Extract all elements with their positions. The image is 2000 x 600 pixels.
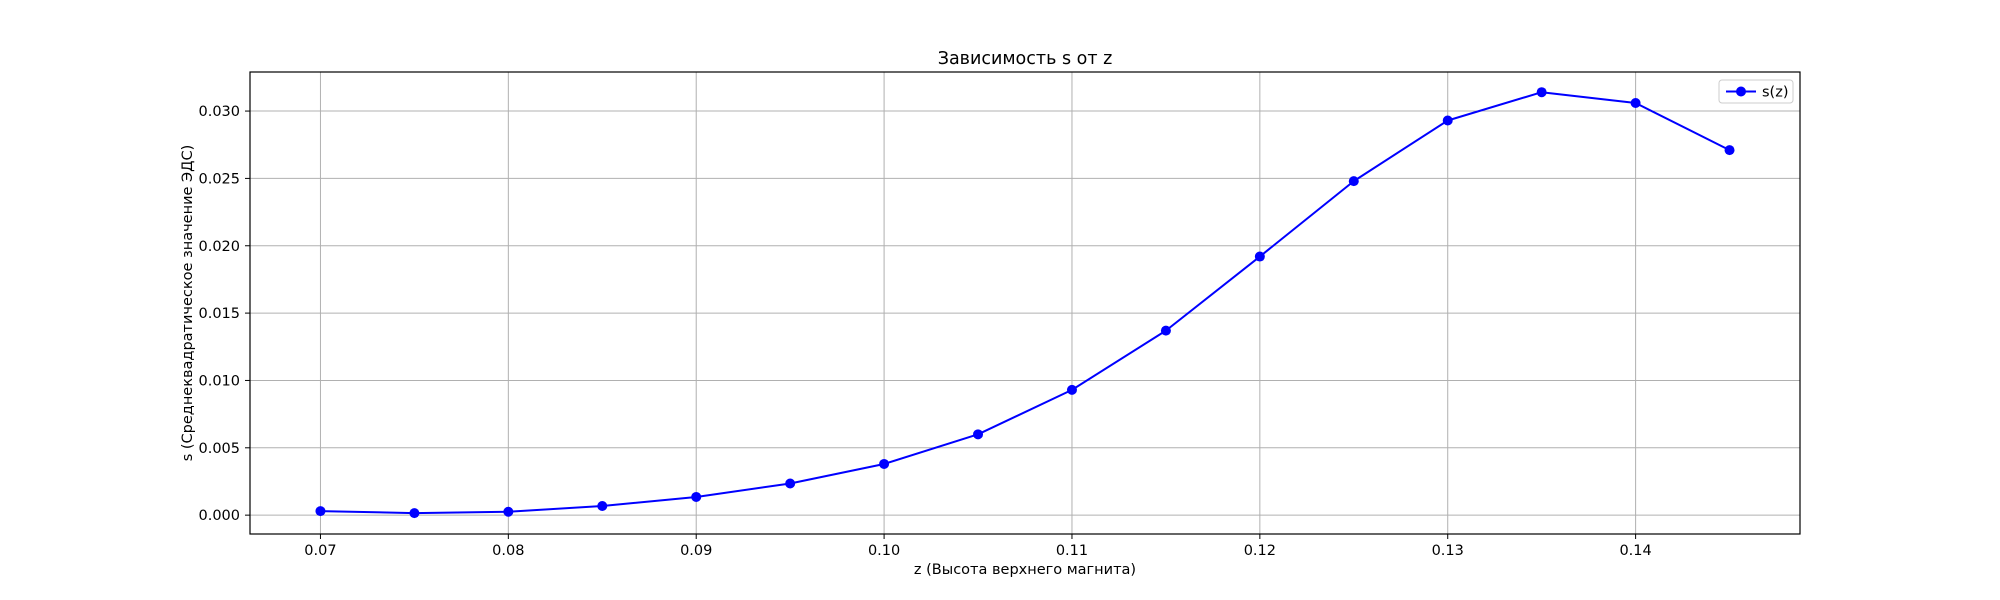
y-tick-label: 0.020 bbox=[198, 239, 240, 255]
data-point bbox=[879, 458, 890, 469]
x-tick-label: 0.10 bbox=[868, 543, 900, 559]
x-axis-label: z (Высота верхнего магнита) bbox=[914, 562, 1136, 578]
y-tick-label: 0.015 bbox=[198, 306, 240, 322]
data-point bbox=[1254, 251, 1265, 262]
data-point bbox=[1348, 176, 1359, 187]
chart-title: Зависимость s от z bbox=[938, 49, 1113, 69]
data-point bbox=[691, 491, 702, 502]
axis-ticks: 0.07 0.08 0.09 0.10 0.11 0.12 0.13 0.14 0.000 0.0… bbox=[198, 104, 1651, 559]
data-point bbox=[1724, 145, 1735, 156]
data-point bbox=[1630, 97, 1641, 108]
x-tick-label: 0.09 bbox=[680, 543, 712, 559]
x-tick-label: 0.07 bbox=[304, 543, 336, 559]
legend-label: s(z) bbox=[1762, 85, 1788, 101]
data-point bbox=[1442, 115, 1453, 126]
y-tick-label: 0.005 bbox=[198, 441, 240, 457]
data-point bbox=[597, 500, 608, 511]
y-tick-label: 0.030 bbox=[198, 104, 240, 120]
data-point bbox=[1536, 87, 1547, 98]
y-axis-label: s (Среднеквадратическое значение ЭДС) bbox=[180, 145, 196, 462]
data-point bbox=[1066, 384, 1077, 395]
y-tick-label: 0.025 bbox=[198, 171, 240, 187]
data-point bbox=[409, 508, 420, 519]
data-point bbox=[1160, 325, 1171, 336]
series-layer bbox=[315, 87, 1735, 519]
plot-area-frame bbox=[249, 71, 1801, 535]
series-line bbox=[320, 91, 1730, 515]
grid bbox=[250, 72, 1800, 534]
data-point bbox=[785, 478, 796, 489]
x-tick-label: 0.13 bbox=[1432, 543, 1464, 559]
data-point bbox=[315, 506, 326, 517]
x-tick-label: 0.14 bbox=[1619, 543, 1651, 559]
y-tick-label: 0.010 bbox=[198, 373, 240, 389]
legend-marker bbox=[1736, 86, 1746, 97]
x-tick-label: 0.11 bbox=[1056, 543, 1088, 559]
x-tick-label: 0.12 bbox=[1244, 543, 1276, 559]
data-point bbox=[503, 506, 514, 517]
legend: s(z) bbox=[1718, 79, 1794, 104]
data-point bbox=[973, 429, 984, 440]
y-tick-label: 0.000 bbox=[198, 508, 240, 524]
x-tick-label: 0.08 bbox=[492, 543, 524, 559]
